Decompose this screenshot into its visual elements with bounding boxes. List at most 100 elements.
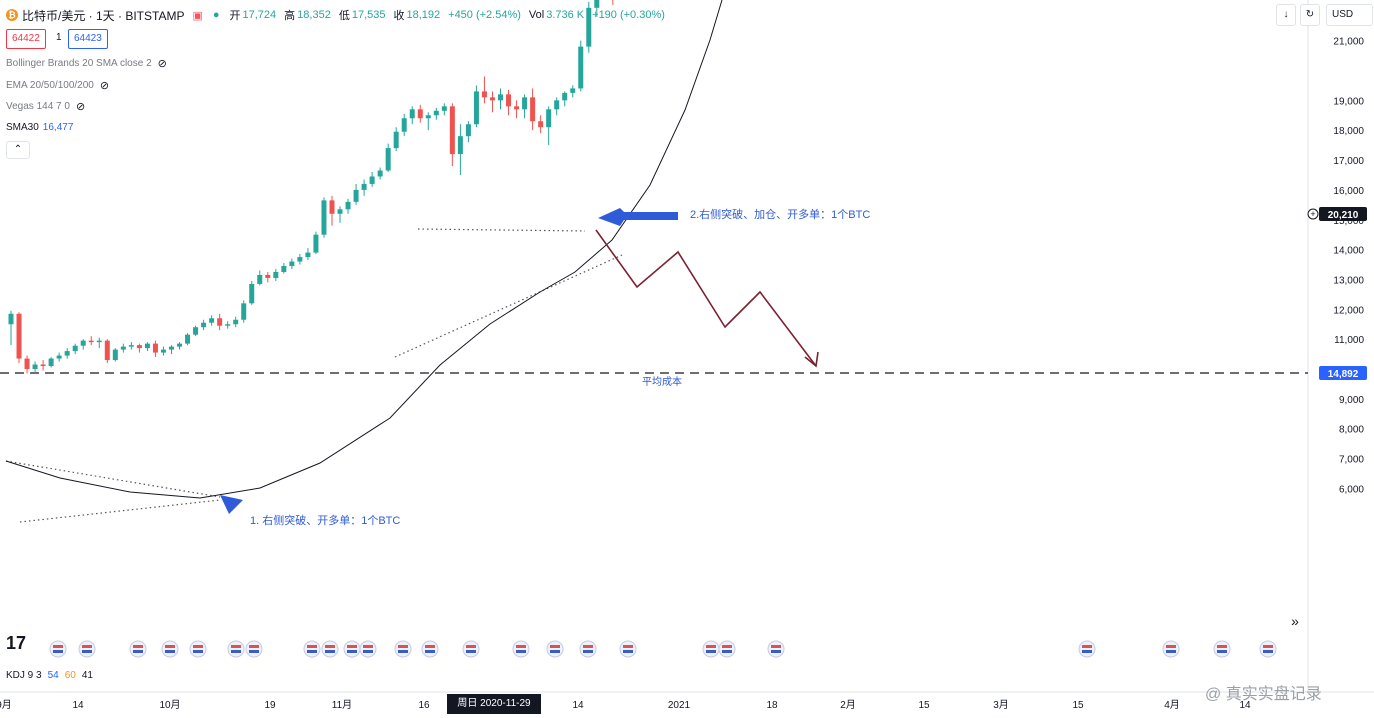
event-icon-circle (1213, 640, 1231, 658)
candle (586, 1, 592, 53)
eye-hidden-icon[interactable]: ⊘ (99, 80, 110, 92)
candle-body (88, 340, 94, 343)
current-price-flag: 20,210 (1319, 207, 1367, 221)
buy-price-button[interactable]: 64423 (68, 29, 108, 49)
candle (120, 343, 126, 353)
candle-body (449, 106, 455, 155)
event-icon-stripe (165, 650, 175, 653)
order-quantity[interactable]: 1 (56, 32, 62, 43)
candle-body (337, 209, 343, 214)
currency-select[interactable]: USD (1326, 4, 1373, 26)
kdj-k: 54 (47, 670, 59, 681)
event-icon-circle (394, 640, 412, 658)
event-icon-stripe (722, 650, 732, 653)
candle (8, 310, 14, 346)
event-icon-circle (359, 640, 377, 658)
rising-support-trendline (394, 254, 623, 358)
x-tick-label: 15 (1072, 700, 1084, 711)
candle (562, 91, 568, 107)
y-tick-label: 21,000 (1333, 37, 1364, 48)
refresh-icon[interactable]: ↻ (1300, 4, 1320, 26)
candle-body (457, 136, 463, 155)
event-icon-stripe (425, 645, 435, 648)
event-icon-circle (702, 640, 720, 658)
candle-body (506, 94, 512, 107)
average-cost-label: 平均成本 (642, 375, 682, 388)
candle (313, 231, 319, 255)
indicator-vegas[interactable]: Vegas 144 7 0 ⊘ (6, 100, 85, 113)
event-icon-stripe (307, 645, 317, 648)
candle (289, 258, 295, 270)
kdj-legend[interactable]: KDJ 9 3 54 60 41 (6, 670, 93, 681)
eye-hidden-icon[interactable]: ⊘ (75, 101, 86, 113)
indicator-sma30[interactable]: SMA30 16,477 (6, 122, 73, 133)
y-tick-label: 19,000 (1333, 96, 1364, 107)
current-price-flag-bg (1319, 207, 1367, 221)
candle-body (265, 274, 271, 278)
event-icon-stripe (1082, 645, 1092, 648)
triangle-lower-trendline (19, 499, 221, 523)
event-icon-stripe (133, 645, 143, 648)
event-icon-circle (579, 640, 597, 658)
event-icon-circle (421, 640, 439, 658)
candle (530, 88, 536, 131)
candle-body (185, 334, 191, 344)
economic-event-icon (718, 640, 736, 658)
event-icon-stripe (53, 650, 63, 653)
event-icon-circle (1162, 640, 1180, 658)
event-icon-stripe (1217, 650, 1227, 653)
candle (369, 171, 375, 187)
indicator-label: Bollinger Brands 20 SMA close 2 (6, 58, 152, 69)
candle (160, 346, 166, 356)
sell-price-button[interactable]: 64422 (6, 29, 46, 49)
event-icon-stripe (347, 650, 357, 653)
symbol-header: ₿ 比特币/美元 · 1天 · BITSTAMP ▣ ● 开 17,724 高 18… (6, 6, 673, 24)
candle (40, 360, 46, 371)
open-label: 开 (229, 10, 241, 22)
candle-body (586, 7, 592, 47)
y-tick-label: 8,000 (1339, 425, 1364, 436)
economic-event-icon (619, 640, 637, 658)
event-icon-stripe (550, 645, 560, 648)
candle-body (72, 345, 78, 352)
candle (56, 352, 62, 362)
x-tick-label: 2月 (840, 699, 856, 711)
scroll-right-icon[interactable]: » (1291, 613, 1299, 629)
candle (578, 40, 584, 92)
economic-event-icon (1213, 640, 1231, 658)
candle (80, 339, 86, 350)
candle-body (217, 318, 223, 326)
collapse-legend-button[interactable]: ⌃ (6, 141, 30, 159)
y-tick-label: 12,000 (1333, 305, 1364, 316)
economic-event-icon (245, 640, 263, 658)
symbol-title[interactable]: 比特币/美元 · 1天 · BITSTAMP (22, 8, 185, 23)
candle-body (273, 271, 279, 278)
sma30-line (5, 0, 723, 499)
candle (177, 342, 183, 350)
event-icon-stripe (363, 645, 373, 648)
candle-body (177, 343, 183, 347)
bitcoin-icon: ₿ (6, 9, 18, 21)
economic-event-icon (1162, 640, 1180, 658)
candle (393, 127, 399, 152)
change-value: +450 (+2.54%) (448, 9, 521, 21)
candle-body (56, 355, 62, 359)
y-tick-label: 7,000 (1339, 455, 1364, 466)
indicator-ema[interactable]: EMA 20/50/100/200 ⊘ (6, 79, 109, 92)
candle (168, 345, 174, 355)
favorite-star-icon[interactable]: ▣ (192, 9, 203, 22)
indicator-bollinger[interactable]: Bollinger Brands 20 SMA close 2 ⊘ (6, 57, 167, 70)
candle-body (249, 283, 255, 304)
eye-hidden-icon[interactable]: ⊘ (157, 58, 167, 70)
candle-body (465, 124, 471, 137)
y-tick-label: 15,000 (1333, 216, 1364, 227)
download-icon[interactable]: ↓ (1276, 4, 1296, 26)
candle-body (257, 274, 263, 284)
candle-body (321, 200, 327, 235)
event-icon-stripe (466, 645, 476, 648)
candle (305, 248, 311, 261)
candle-body (32, 364, 38, 369)
candle-body (417, 109, 423, 119)
event-icon-stripe (82, 645, 92, 648)
